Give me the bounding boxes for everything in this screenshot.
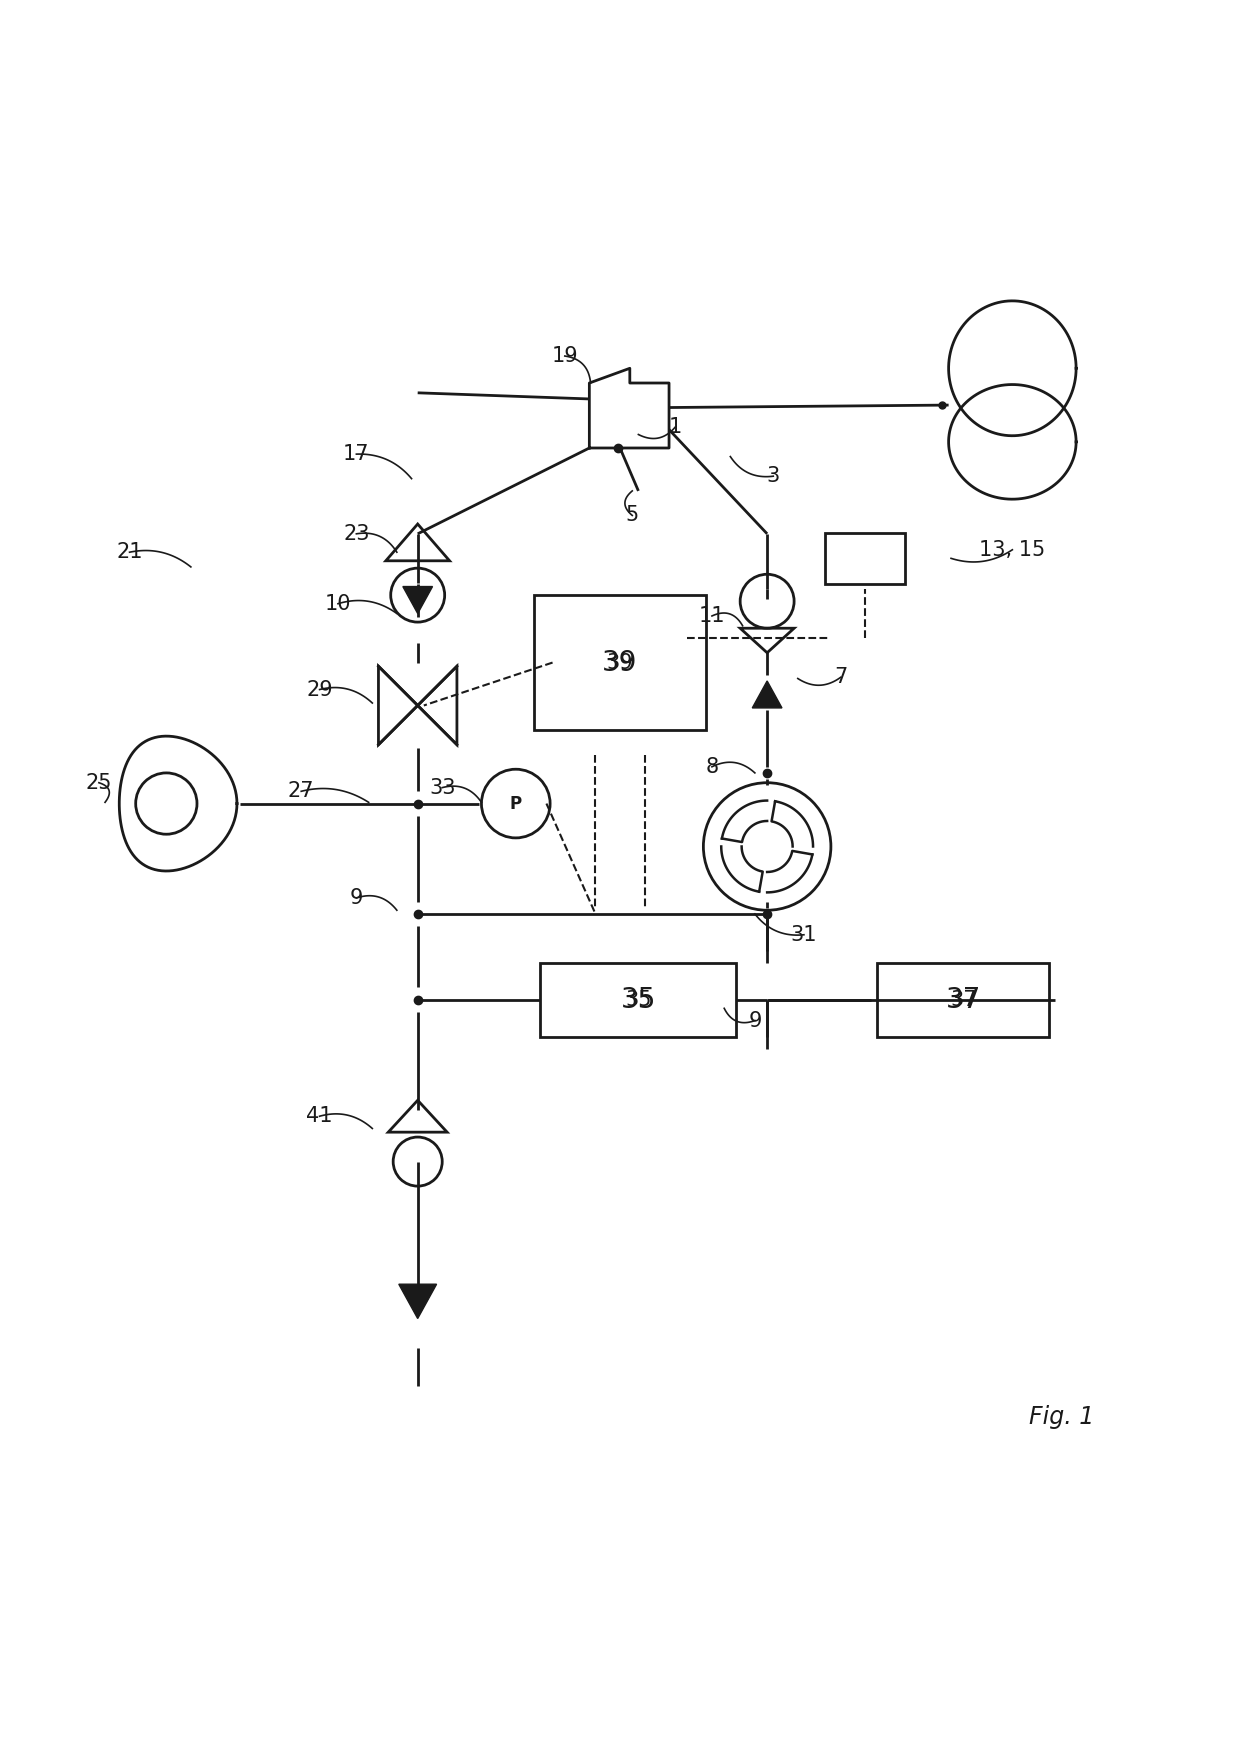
Polygon shape xyxy=(403,587,433,613)
Text: 1: 1 xyxy=(668,416,682,437)
Text: 9: 9 xyxy=(748,1010,761,1031)
Bar xyxy=(541,963,737,1036)
Polygon shape xyxy=(589,368,670,448)
Text: 9: 9 xyxy=(350,888,363,908)
Bar xyxy=(826,533,905,584)
Text: 8: 8 xyxy=(706,756,718,777)
Text: 21: 21 xyxy=(117,542,143,563)
Text: 39: 39 xyxy=(603,648,637,676)
Text: 7: 7 xyxy=(835,667,847,688)
Bar xyxy=(534,596,706,730)
Text: 11: 11 xyxy=(698,606,725,625)
Text: 37: 37 xyxy=(946,986,981,1014)
Text: Fig. 1: Fig. 1 xyxy=(1029,1404,1094,1428)
Text: 19: 19 xyxy=(552,347,578,366)
Text: 17: 17 xyxy=(343,444,370,463)
Text: 29: 29 xyxy=(306,679,332,700)
Text: 13, 15: 13, 15 xyxy=(980,540,1045,559)
Text: 3: 3 xyxy=(766,467,780,486)
Text: P: P xyxy=(510,794,522,812)
Text: 27: 27 xyxy=(288,782,315,801)
Text: 39: 39 xyxy=(606,653,634,672)
Text: 5: 5 xyxy=(626,505,639,526)
Text: 41: 41 xyxy=(306,1106,332,1127)
Text: 35: 35 xyxy=(621,986,656,1014)
Text: 31: 31 xyxy=(791,925,817,944)
Polygon shape xyxy=(753,681,782,707)
Text: 33: 33 xyxy=(429,777,455,798)
Polygon shape xyxy=(399,1284,436,1319)
Text: 37: 37 xyxy=(950,989,977,1010)
Text: 23: 23 xyxy=(343,524,370,544)
Text: 10: 10 xyxy=(325,594,351,613)
Bar xyxy=(878,963,1049,1036)
Text: 35: 35 xyxy=(625,989,652,1010)
Text: 25: 25 xyxy=(86,773,112,793)
